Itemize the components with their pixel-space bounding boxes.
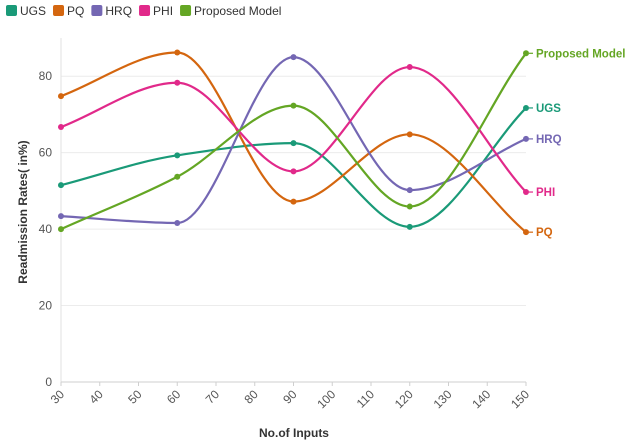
end-label-hrq: HRQ: [536, 134, 562, 146]
data-point-hrq-150[interactable]: [523, 135, 529, 142]
y-tick-label: 20: [39, 299, 53, 313]
data-point-ugs-30[interactable]: [58, 182, 64, 189]
data-point-ugs-150[interactable]: [523, 104, 529, 111]
data-point-pq-60[interactable]: [174, 49, 181, 56]
legend-swatch: [6, 5, 17, 16]
data-point-phi-60[interactable]: [174, 79, 181, 86]
series-pq: [58, 49, 529, 236]
data-point-ugs-120[interactable]: [406, 223, 413, 230]
x-tick-label: 100: [314, 387, 338, 411]
x-tick-label: 30: [48, 387, 68, 407]
x-tick-label: 80: [242, 387, 262, 407]
series-line-proposed-model: [59, 52, 528, 231]
data-point-hrq-60[interactable]: [174, 219, 181, 226]
y-tick-label: 0: [45, 375, 52, 389]
y-tick-label: 40: [39, 222, 53, 236]
x-axis-title: No.of Inputs: [259, 426, 329, 440]
legend-item-pq[interactable]: PQ: [53, 4, 84, 18]
x-tick-label: 120: [392, 387, 416, 411]
data-point-hrq-90[interactable]: [290, 54, 297, 61]
data-point-hrq-120[interactable]: [406, 187, 413, 194]
end-labels: UGS PQ HRQ PHI Proposed Model: [529, 48, 625, 239]
data-point-proposed-model-150[interactable]: [523, 50, 529, 57]
x-tick-label: 70: [203, 387, 223, 407]
data-point-phi-150[interactable]: [523, 189, 529, 196]
legend-swatch: [139, 5, 151, 16]
x-tick-label: 140: [469, 387, 493, 411]
data-point-pq-30[interactable]: [58, 93, 64, 100]
legend-label: HRQ: [105, 4, 132, 18]
data-point-ugs-90[interactable]: [290, 140, 297, 147]
legend-item-ugs[interactable]: UGS: [6, 4, 46, 18]
x-tick-label: 150: [508, 387, 532, 411]
data-point-phi-90[interactable]: [290, 168, 297, 175]
data-point-hrq-30[interactable]: [58, 213, 64, 220]
legend-label: Proposed Model: [194, 4, 281, 18]
data-point-proposed-model-120[interactable]: [406, 203, 413, 210]
x-tick-label: 110: [354, 387, 378, 411]
end-label-phi: PHI: [536, 187, 555, 199]
end-label-pq: PQ: [536, 227, 553, 239]
data-point-proposed-model-30[interactable]: [58, 226, 64, 233]
data-point-pq-150[interactable]: [523, 229, 529, 236]
legend-item-hrq[interactable]: HRQ: [91, 4, 132, 18]
legend-label: PQ: [67, 4, 84, 18]
data-point-phi-30[interactable]: [58, 124, 64, 131]
legend-label: PHI: [153, 4, 173, 18]
series-layer: [58, 49, 529, 236]
data-point-pq-120[interactable]: [406, 131, 413, 138]
legend-swatch: [91, 5, 103, 16]
legend: UGS PQ HRQ PHI Proposed Model: [6, 4, 281, 18]
y-tick-label: 80: [39, 69, 53, 83]
x-tick-label: 40: [87, 387, 107, 407]
data-point-phi-120[interactable]: [406, 64, 413, 71]
x-tick-label: 90: [280, 387, 300, 407]
data-point-proposed-model-90[interactable]: [290, 102, 297, 109]
grid-lines: [61, 75, 526, 383]
x-tick-label: 130: [431, 387, 455, 411]
series-line-ugs: [59, 106, 528, 228]
legend-item-proposed-model[interactable]: Proposed Model: [180, 4, 281, 18]
series-phi: [58, 64, 529, 196]
data-point-ugs-60[interactable]: [174, 152, 181, 159]
axes: 0 20 40 60 80 30 40 50 60 70 80 90 100 110 120 130 140 15…: [39, 38, 532, 411]
series-ugs: [58, 104, 529, 230]
end-label-proposed-model: Proposed Model: [536, 48, 625, 60]
data-point-pq-90[interactable]: [290, 198, 297, 205]
legend-label: UGS: [20, 4, 46, 18]
data-point-proposed-model-60[interactable]: [174, 173, 181, 180]
series-hrq: [58, 54, 529, 226]
legend-item-phi[interactable]: PHI: [139, 4, 173, 18]
series-proposed-model: [58, 50, 529, 233]
y-tick-label: 60: [39, 146, 53, 160]
legend-swatch: [180, 5, 192, 16]
x-tick-label: 50: [125, 387, 145, 407]
x-tick-label: 60: [164, 387, 184, 407]
y-axis-title: Readmission Rates( in%): [16, 140, 30, 283]
legend-swatch: [53, 5, 65, 16]
end-label-ugs: UGS: [536, 103, 561, 115]
